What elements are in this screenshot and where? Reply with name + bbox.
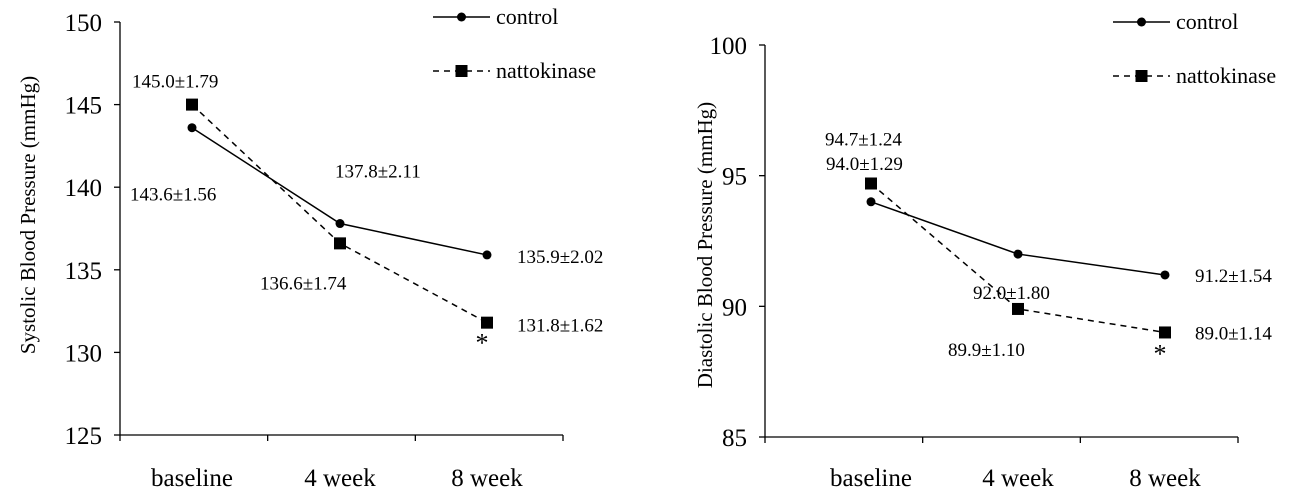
data-label-control: 137.8±2.11 — [335, 162, 421, 183]
data-label-nattokinase: 94.7±1.24 — [825, 130, 902, 151]
data-point-nattokinase — [334, 237, 346, 250]
data-point-nattokinase — [186, 98, 198, 111]
y-tick-label: 95 — [722, 164, 747, 191]
data-label-nattokinase: 145.0±1.79 — [132, 72, 218, 93]
data-label-nattokinase: 131.8±1.62 — [517, 316, 603, 337]
y-tick-label: 125 — [65, 423, 103, 450]
y-axis-label: Systolic Blood Pressure (mmHg) — [16, 76, 40, 354]
legend-marker-control — [457, 12, 466, 22]
significance-marker: * — [476, 329, 489, 358]
significance-marker: * — [1154, 339, 1167, 368]
data-label-nattokinase: 89.9±1.10 — [948, 340, 1025, 361]
data-point-control — [1160, 270, 1170, 280]
y-tick-label: 90 — [722, 294, 747, 321]
y-tick-label: 145 — [65, 93, 103, 120]
data-point-control — [187, 123, 197, 133]
data-point-nattokinase — [1012, 302, 1024, 315]
series-line-control — [191, 127, 488, 256]
data-label-nattokinase: 136.6±1.74 — [260, 273, 347, 294]
chart-panel-1: 125 130 135 140 145 150 baseline 4 week 8 week Sy… — [16, 4, 603, 492]
data-point-control — [1013, 249, 1023, 259]
chart-panel-2: 85 90 95 100 baseline 4 week 8 week Diastolic B… — [693, 9, 1276, 492]
data-point-control — [482, 250, 492, 260]
y-tick-label: 85 — [722, 425, 747, 452]
legend-label-control: control — [496, 4, 558, 29]
y-tick-label: 140 — [65, 175, 103, 202]
data-point-nattokinase — [865, 177, 877, 190]
data-point-nattokinase — [1159, 326, 1171, 339]
data-label-control: 94.0±1.29 — [826, 154, 903, 175]
data-point-control — [866, 197, 876, 207]
data-point-nattokinase — [481, 316, 493, 329]
y-tick-label: 100 — [710, 33, 748, 60]
x-tick-label: baseline — [830, 465, 912, 492]
legend-label-control: control — [1176, 9, 1238, 34]
y-tick-label: 135 — [65, 258, 103, 285]
x-tick-label: 4 week — [982, 465, 1054, 492]
legend-marker-nattokinase — [455, 65, 468, 77]
legend-marker-control — [1137, 17, 1146, 27]
legend-marker-nattokinase — [1135, 70, 1148, 82]
data-label-control: 135.9±2.02 — [517, 247, 603, 268]
data-point-control — [335, 219, 345, 229]
x-tick-label: 8 week — [1129, 465, 1201, 492]
legend-label-nattokinase: nattokinase — [1176, 63, 1276, 88]
data-label-nattokinase: 89.0±1.14 — [1195, 323, 1272, 344]
series-line-control — [870, 201, 1166, 276]
y-axis-label: Diastolic Blood Pressure (mmHg) — [693, 102, 717, 388]
y-tick-label: 150 — [65, 10, 103, 37]
y-tick-label: 130 — [65, 340, 103, 367]
legend-label-nattokinase: nattokinase — [496, 58, 596, 83]
x-tick-label: 8 week — [451, 465, 523, 492]
data-label-control: 92.0±1.80 — [973, 283, 1050, 304]
data-label-control: 91.2±1.54 — [1195, 266, 1272, 287]
x-tick-label: 4 week — [304, 465, 376, 492]
data-label-control: 143.6±1.56 — [130, 185, 216, 206]
x-tick-label: baseline — [151, 465, 233, 492]
